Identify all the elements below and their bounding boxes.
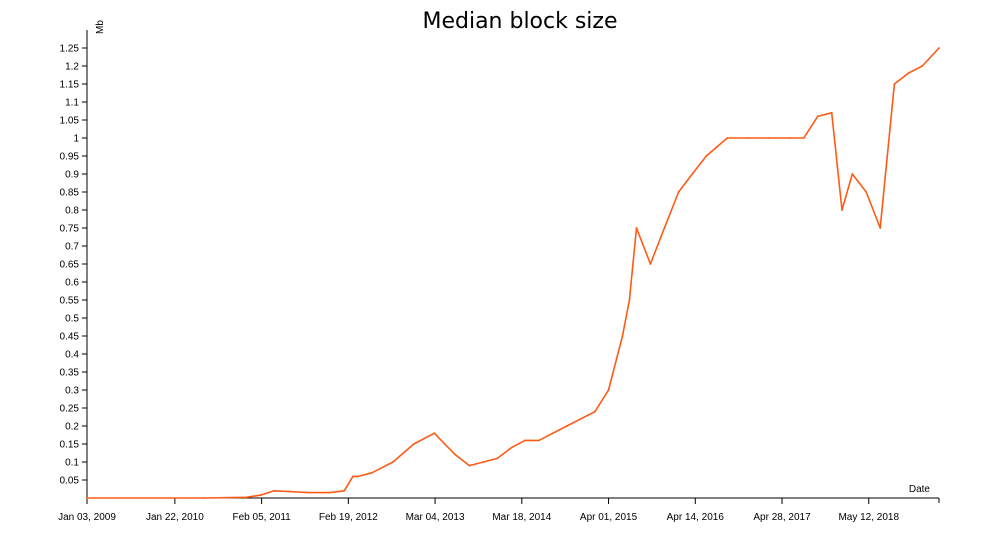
y-tick-label: 0.8 <box>65 206 79 217</box>
data-point <box>352 475 354 478</box>
y-tick-label: 1.05 <box>60 116 80 127</box>
data-point <box>552 432 554 435</box>
y-tick-label: 0.05 <box>60 476 80 487</box>
y-tick-label: 0.6 <box>65 278 79 289</box>
data-point <box>938 47 940 49</box>
data-point <box>893 83 896 85</box>
data-point <box>747 137 749 139</box>
y-tick-label: 0.5 <box>65 314 79 325</box>
x-tick-label: Mar 18, 2014 <box>492 512 551 523</box>
x-axis: Jan 03, 2009 Jan 22, 2010 Feb 05, 2011 Feb … <box>58 497 940 523</box>
x-tick-label: Apr 14, 2016 <box>667 512 725 523</box>
data-point <box>663 227 666 229</box>
data-point <box>726 137 729 139</box>
data-point <box>412 443 415 445</box>
data-point <box>357 475 359 478</box>
y-tick-label: 0.25 <box>60 404 80 415</box>
data-point <box>607 389 610 391</box>
data-point <box>621 335 624 337</box>
data-point <box>329 491 331 494</box>
y-tick-label: 1.1 <box>65 98 79 109</box>
y-tick-label: 0.4 <box>65 350 79 361</box>
data-point <box>921 65 924 67</box>
data-point <box>635 227 638 229</box>
y-tick-label: 1.2 <box>65 62 79 73</box>
y-tick-label: 1.25 <box>60 44 80 55</box>
x-tick-label: Jan 22, 2010 <box>146 512 204 523</box>
data-point <box>538 439 540 442</box>
y-tick-label: 0.65 <box>60 260 80 271</box>
y-tick-label: 0.85 <box>60 188 80 199</box>
x-tick-label: Mar 04, 2013 <box>406 512 465 523</box>
data-point <box>691 173 694 175</box>
y-tick-label: 0.95 <box>60 152 80 163</box>
data-point <box>649 263 652 265</box>
y-tick-label: 0.35 <box>60 368 80 379</box>
data-point <box>788 137 791 139</box>
x-tick-label: May 12, 2018 <box>838 512 899 523</box>
data-point <box>802 137 805 139</box>
x-tick-label: Apr 28, 2017 <box>753 512 811 523</box>
y-tick-label: 0.15 <box>60 440 80 451</box>
y-tick-label: 0.55 <box>60 296 80 307</box>
data-point <box>628 299 631 301</box>
data-point <box>851 173 854 175</box>
y-tick-label: 1.15 <box>60 80 80 91</box>
data-point <box>816 115 819 118</box>
x-tick-label: Apr 01, 2015 <box>580 512 638 523</box>
y-tick-label: 0.9 <box>65 170 79 181</box>
data-point <box>371 471 373 474</box>
data-point <box>454 453 457 456</box>
series-layer <box>86 47 940 499</box>
data-point <box>482 461 485 463</box>
data-point <box>879 227 882 229</box>
x-tick-label: Feb 05, 2011 <box>233 512 292 523</box>
data-point <box>245 496 248 499</box>
data-point <box>907 72 910 75</box>
chart-title: Median block size <box>422 9 617 34</box>
y-tick-label: 0.1 <box>65 458 79 469</box>
data-point <box>86 497 88 499</box>
data-point <box>203 497 206 499</box>
data-point <box>496 457 499 460</box>
data-point <box>308 491 311 494</box>
data-point <box>594 410 596 413</box>
x-tick-label: Jan 03, 2009 <box>58 512 116 523</box>
data-point <box>433 432 436 435</box>
data-point <box>580 417 582 420</box>
data-point <box>524 439 526 442</box>
series-line <box>87 47 940 499</box>
data-point <box>343 489 346 492</box>
x-tick-label: Feb 19, 2012 <box>319 512 378 523</box>
y-tick-label: 0.45 <box>60 332 80 343</box>
data-point <box>841 209 843 211</box>
data-point <box>259 494 262 496</box>
y-tick-label: 0.75 <box>60 224 80 235</box>
y-tick-label: 0.3 <box>65 386 79 397</box>
data-point <box>705 155 708 157</box>
data-point <box>566 425 568 427</box>
y-tick-label: 1 <box>73 134 79 145</box>
data-point <box>510 446 513 449</box>
y-tick-label: 0.7 <box>65 242 79 253</box>
data-point <box>767 137 770 139</box>
y-axis: 0.05 0.1 0.15 0.2 0.25 0.3 0.35 0.4 0.45 0.5 0.55 0… <box>60 30 88 498</box>
data-point <box>443 443 446 445</box>
data-point <box>468 464 471 467</box>
data-point <box>830 111 833 114</box>
y-axis-title: Mb <box>95 20 106 34</box>
data-point <box>287 490 290 493</box>
data-point <box>392 461 394 463</box>
x-axis-title: Date <box>909 484 931 495</box>
data-point <box>677 191 680 193</box>
y-tick-label: 0.2 <box>65 422 79 433</box>
data-point <box>273 489 276 492</box>
data-point <box>865 191 868 193</box>
